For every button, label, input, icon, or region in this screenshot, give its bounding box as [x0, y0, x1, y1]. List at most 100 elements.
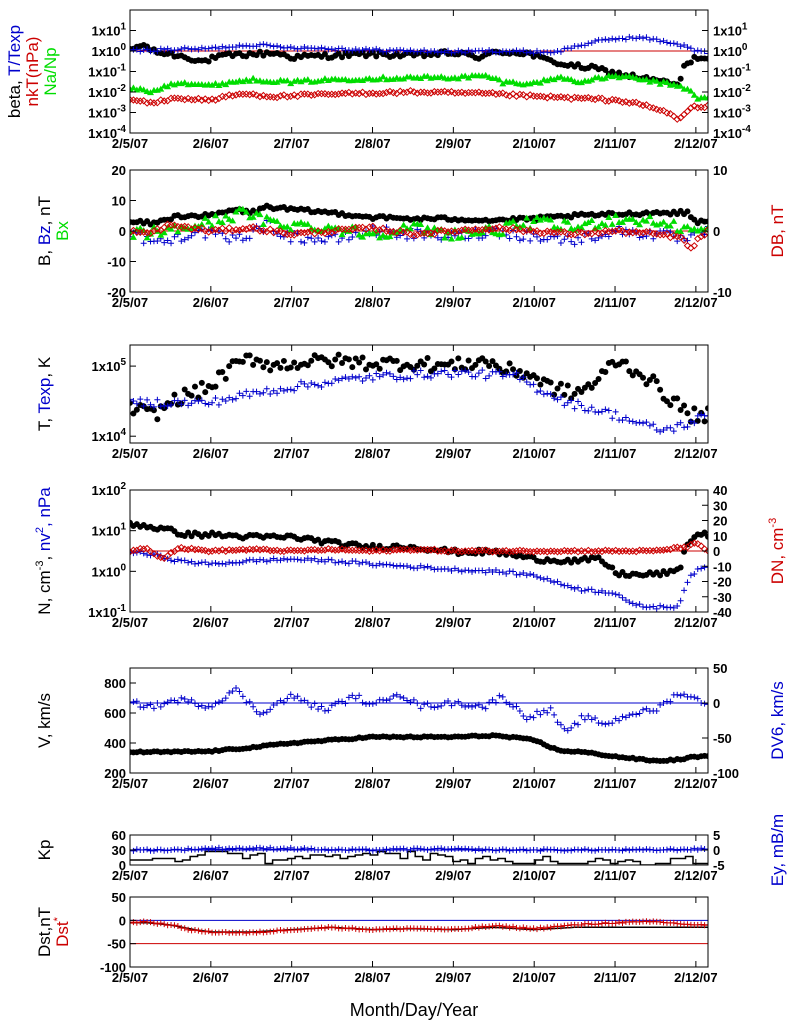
t_texp-point	[362, 45, 369, 52]
dn-point	[567, 547, 575, 555]
dv6-point	[421, 701, 428, 708]
dv6-point	[540, 707, 547, 714]
texp-point	[362, 375, 369, 382]
ey-point	[280, 845, 287, 852]
texp-point	[592, 408, 599, 415]
bz-point	[308, 235, 315, 242]
dst_star-point	[496, 922, 503, 929]
t-point	[280, 357, 287, 364]
db-point	[222, 227, 230, 235]
nkt-point	[259, 91, 268, 100]
x-tick-label: 2/8/07	[354, 970, 390, 985]
texp-point	[445, 371, 452, 378]
t-point	[246, 352, 253, 359]
texp-point	[130, 397, 137, 404]
db-point	[581, 230, 589, 239]
db-point	[523, 226, 531, 235]
plot-area	[130, 684, 708, 765]
texp-point	[619, 417, 626, 424]
ey-point	[304, 846, 311, 853]
nv2-point	[342, 560, 349, 567]
nkt-point	[143, 99, 151, 107]
texp-point	[681, 424, 688, 431]
t-point	[691, 405, 698, 412]
texp-point	[451, 367, 458, 374]
t_texp-point	[592, 38, 599, 45]
t_texp-point	[161, 46, 168, 53]
nkt-point	[181, 95, 189, 104]
dst_star-point	[400, 926, 407, 933]
x-tick-label: 2/8/07	[354, 615, 390, 630]
dv6-point	[390, 693, 397, 700]
x-tick-label: 2/7/07	[274, 136, 310, 151]
dn-point	[625, 547, 634, 556]
t-point	[533, 375, 540, 382]
db-point	[177, 223, 186, 231]
db-point	[228, 227, 237, 235]
t_texp-point	[465, 47, 472, 54]
y2-tick-label: 50	[713, 661, 727, 676]
x-tick-label: 2/7/07	[274, 868, 310, 883]
nv2-point	[356, 560, 363, 567]
dv6-point	[277, 697, 284, 704]
db-point	[553, 228, 562, 236]
t_texp-point	[263, 41, 270, 48]
y2-axis-label: Ey, mB/m	[768, 814, 787, 886]
t_texp-point	[612, 36, 619, 43]
nv2-point	[469, 568, 476, 575]
x-tick-label: 2/6/07	[193, 970, 229, 985]
ey-point	[287, 844, 294, 851]
texp-point	[150, 403, 157, 410]
nv2-point	[687, 572, 694, 579]
bx-point	[263, 213, 271, 220]
t_texp-point	[640, 35, 647, 42]
nv2-point	[339, 558, 346, 565]
texp-point	[239, 392, 246, 399]
bx-point	[355, 231, 363, 238]
bx-point	[533, 213, 541, 220]
t_texp-point	[681, 42, 688, 49]
dv6-point	[325, 707, 332, 714]
db-point	[276, 227, 285, 235]
ey-point	[469, 846, 476, 853]
beta-point	[677, 75, 684, 82]
bx-point	[424, 224, 432, 231]
texp-point	[475, 370, 482, 377]
bz-point	[318, 238, 325, 245]
x-tick-label: 2/11/07	[594, 970, 637, 985]
nv2-point	[537, 574, 544, 581]
ey-point	[205, 846, 212, 853]
nkt-point	[690, 102, 699, 110]
dv6-point	[427, 703, 434, 710]
dn-point	[300, 547, 309, 555]
y-axis-label-2: Bx	[53, 221, 72, 241]
t_texp-point	[469, 48, 476, 55]
beta-point	[705, 55, 708, 62]
t_texp-point	[568, 45, 575, 52]
ey-point	[226, 845, 233, 852]
nkt-point	[642, 101, 651, 109]
ey-point	[616, 847, 623, 854]
t_texp-point	[694, 47, 701, 54]
bx-point	[694, 227, 702, 234]
texp-point	[516, 376, 523, 383]
t-point	[219, 369, 226, 376]
nkt-point	[447, 87, 456, 96]
t-point	[373, 361, 380, 368]
bx-point	[458, 234, 466, 241]
nkt-point	[519, 91, 528, 99]
t-point	[537, 381, 544, 388]
nv2-point	[144, 551, 151, 558]
nv2-point	[212, 559, 219, 566]
nv2-point	[335, 559, 342, 566]
dn-point	[365, 547, 374, 555]
texp-point	[595, 409, 602, 416]
dst_star-point	[239, 929, 246, 936]
ey-point	[421, 846, 428, 853]
nkt-point	[704, 101, 708, 109]
t-point	[602, 369, 609, 376]
nkt-point	[331, 90, 339, 99]
t_texp-point	[513, 47, 520, 54]
nv2-point	[448, 567, 455, 574]
